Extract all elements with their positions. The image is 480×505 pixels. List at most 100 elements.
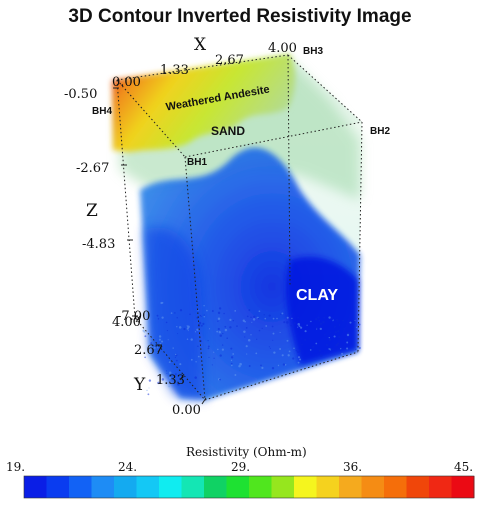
speckle-dot	[284, 364, 287, 366]
speckle-dot	[315, 342, 318, 345]
speckle-dot	[301, 337, 303, 339]
speckle-dot	[224, 325, 227, 328]
speckle-dot	[203, 305, 205, 307]
speckle-dot	[207, 347, 210, 350]
colorbar-swatch	[226, 476, 250, 498]
speckle-dot	[245, 327, 248, 329]
x-tick-1: 1.33	[160, 63, 189, 78]
figure-title: 3D Contour Inverted Resistivity Image	[68, 6, 412, 27]
speckle-dot	[168, 361, 171, 363]
speckle-dot	[226, 337, 228, 339]
speckle-dot	[346, 341, 349, 344]
colorbar-tick-labels: 19. 24. 29. 36. 45.	[6, 460, 473, 474]
speckle-dot	[309, 320, 311, 323]
speckle-dot	[318, 349, 322, 352]
speckle-dot	[340, 348, 342, 350]
box-edge-bottom-front	[204, 351, 359, 401]
speckle-dot	[291, 317, 293, 320]
speckle-dot	[256, 338, 258, 340]
speckle-dot	[244, 336, 246, 338]
speckle-dot	[166, 372, 168, 374]
bounding-box	[116, 54, 363, 401]
colorbar-swatch	[69, 476, 92, 498]
speckle-dot	[187, 330, 189, 332]
colorbar-title: Resistivity (Ohm-m)	[186, 445, 307, 459]
speckle-dot	[242, 319, 245, 322]
speckle-dot	[206, 309, 208, 312]
speckle-dot	[301, 343, 303, 346]
speckle-dot	[261, 327, 263, 329]
clay-core	[285, 256, 358, 365]
speckle-dot	[269, 347, 271, 349]
x-tick-3: 4.00	[268, 41, 297, 56]
speckle-dot	[282, 363, 286, 366]
speckle-dot	[174, 381, 176, 384]
speckle-dot	[322, 320, 325, 324]
borehole-label-bh2: BH2	[370, 126, 390, 137]
y-tick-mark	[135, 315, 141, 323]
speckle-dot	[224, 328, 228, 332]
speckle-dot	[146, 389, 148, 392]
speckle-dot	[203, 316, 206, 318]
speckle-dot	[190, 358, 193, 361]
speckle-dot	[211, 310, 214, 312]
speckle-dot	[281, 354, 284, 357]
speckle-dot	[148, 379, 152, 382]
x-tick-2: 2.67	[215, 53, 244, 68]
speckle-dot	[172, 347, 174, 349]
speckle-dot	[251, 321, 253, 323]
speckle-dot	[187, 325, 190, 329]
speckle-dot	[297, 350, 300, 354]
speckle-dot	[250, 334, 252, 336]
speckle-dot	[170, 312, 173, 314]
y-axis-label: Y	[133, 375, 146, 395]
speckle-dot	[199, 314, 202, 317]
speckle-dot	[268, 314, 271, 317]
speckle-dot	[222, 332, 224, 335]
speckle-dot	[355, 348, 357, 351]
speckle-dot	[207, 345, 210, 348]
speckle-dot	[159, 343, 162, 345]
speckle-dot	[260, 364, 262, 367]
colorbar-swatch	[91, 476, 115, 498]
speckle-dot	[157, 381, 160, 385]
box-edge-top-side	[116, 79, 186, 158]
speckle-dot	[230, 359, 233, 362]
speckle-dot	[156, 314, 159, 317]
speckle-dot	[279, 331, 281, 333]
speckle-dot	[328, 316, 331, 319]
speckle-dot	[217, 320, 219, 322]
speckle-dot	[148, 387, 150, 389]
speckle-dot	[165, 321, 168, 324]
speckle-dot	[157, 318, 160, 320]
y-tick-2: 1.33	[156, 373, 185, 388]
speckle-dot	[183, 327, 186, 331]
speckle-dot	[297, 361, 300, 364]
speckle-dot	[297, 323, 300, 326]
speckle-dot	[293, 347, 295, 350]
speckle-dot	[174, 353, 177, 356]
speckle-dot	[295, 349, 298, 352]
speckle-dot	[168, 376, 172, 379]
speckle-dot	[257, 317, 260, 320]
speckle-dot	[230, 362, 233, 365]
speckle-texture	[142, 301, 361, 396]
speckle-dot	[299, 324, 302, 327]
y-tick-0: 4.00	[112, 315, 141, 330]
speckle-dot	[341, 352, 344, 355]
speckle-dot	[299, 326, 303, 329]
x-tick-0: 0.00	[112, 75, 141, 90]
speckle-dot	[338, 335, 341, 339]
speckle-dot	[166, 330, 168, 332]
annotation-sand: SAND	[211, 124, 245, 138]
speckle-dot	[213, 351, 215, 353]
colorbar-swatch	[316, 476, 340, 498]
speckle-dot	[255, 352, 258, 355]
speckle-dot	[283, 321, 286, 324]
speckle-dot	[160, 340, 164, 343]
colorbar-tick-1: 24.	[118, 460, 137, 474]
colorbar-swatch	[46, 476, 70, 498]
speckle-dot	[342, 319, 344, 322]
speckle-dot	[219, 354, 222, 357]
